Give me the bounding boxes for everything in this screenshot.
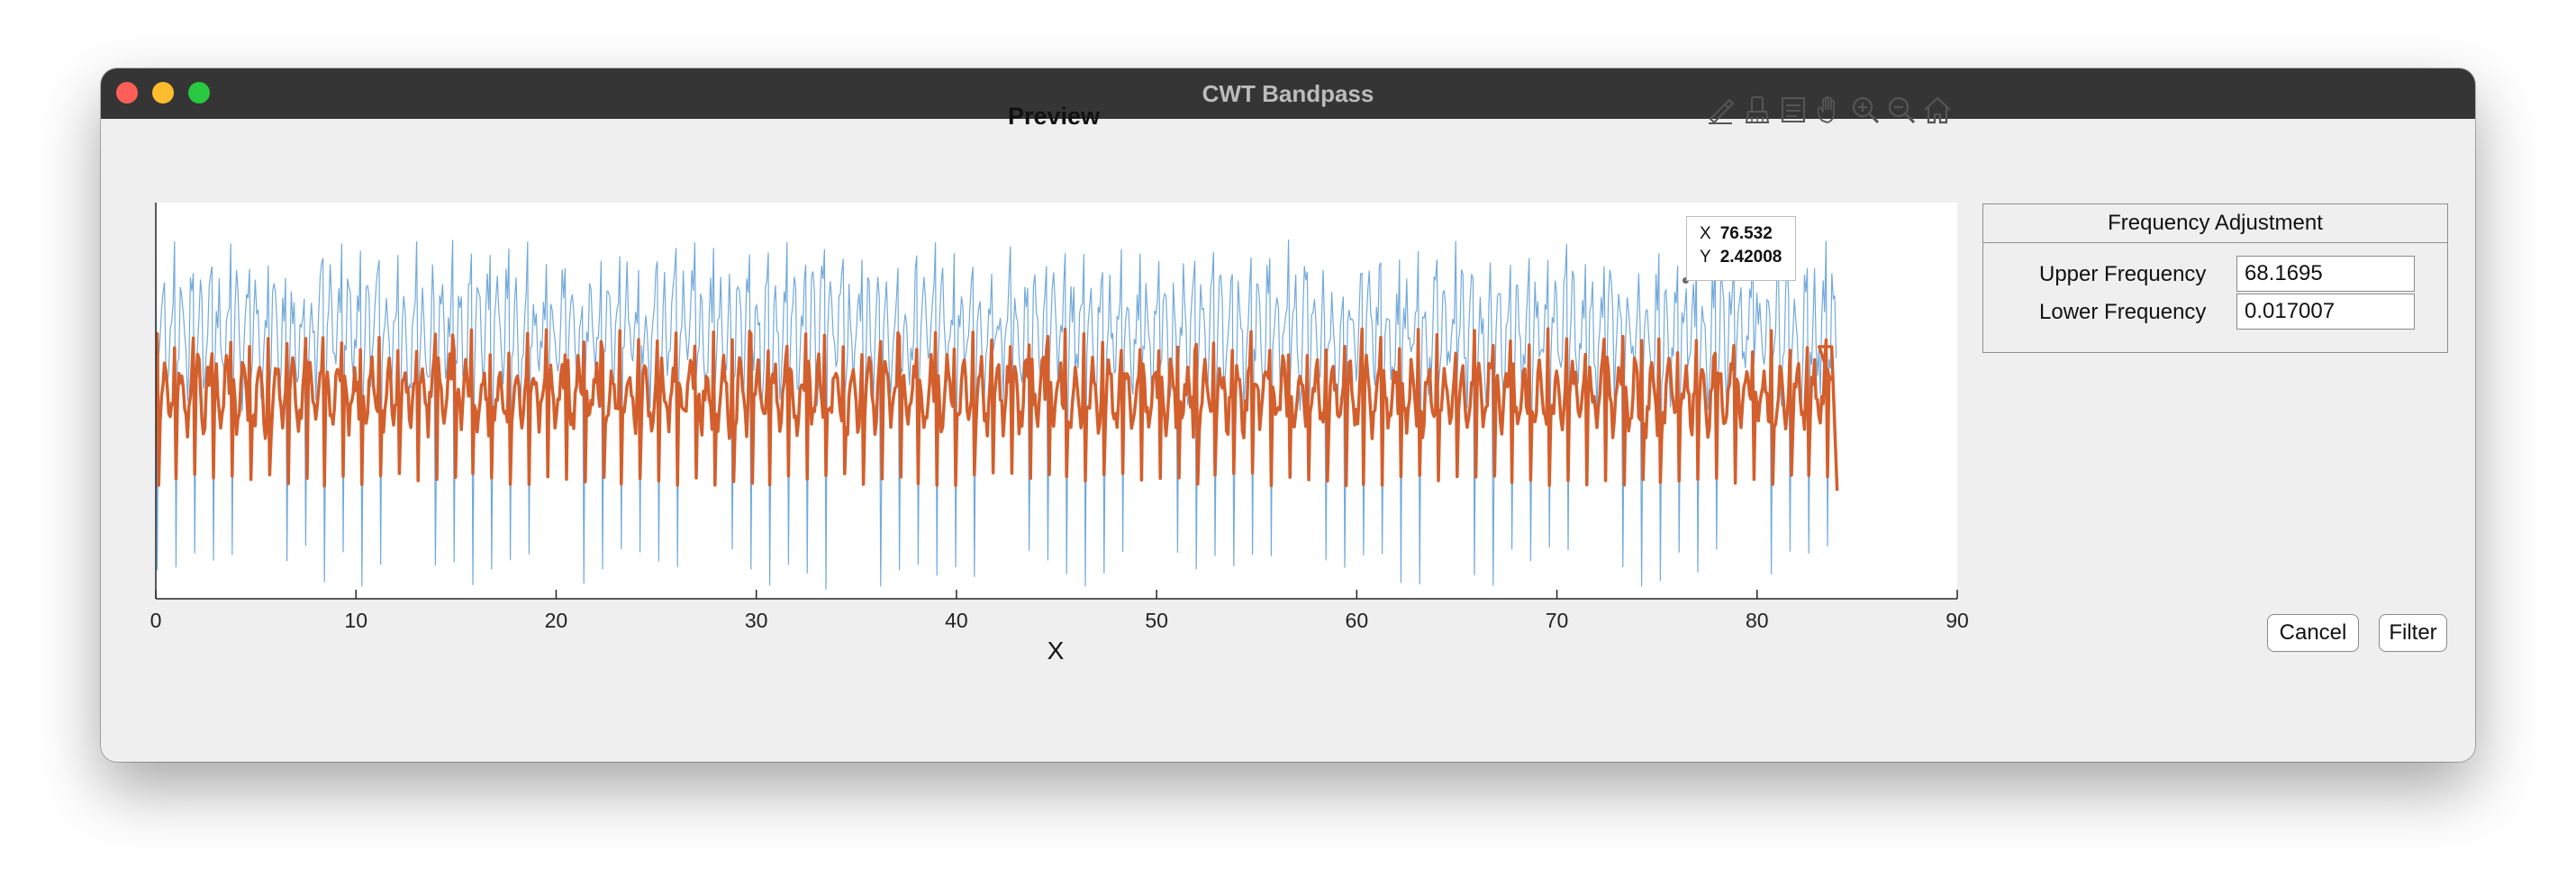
datatip-y-label: Y — [1700, 248, 1711, 267]
zoom-out-icon[interactable] — [1885, 94, 1918, 126]
x-tick-label: 60 — [1345, 609, 1369, 632]
x-tick-label: 80 — [1745, 609, 1769, 632]
lower-frequency-label: Lower Frequency — [2039, 300, 2207, 324]
raw-signal-line — [155, 239, 1837, 590]
datatip: X 76.532 Y 2.42008 — [1686, 216, 1796, 281]
filtered-signal-line — [154, 327, 1839, 492]
x-tick-label: 70 — [1545, 609, 1569, 632]
x-tick-label: 0 — [150, 609, 162, 632]
x-tick-label: 40 — [945, 609, 968, 632]
upper-frequency-input[interactable] — [2236, 256, 2415, 292]
zoom-in-icon[interactable] — [1849, 94, 1882, 126]
signal-plot[interactable] — [154, 203, 1957, 599]
raw-signal-series — [155, 239, 1837, 590]
filtered-signal-series — [154, 327, 1839, 492]
lower-frequency-input[interactable] — [2236, 294, 2415, 330]
plot-title: Preview — [1007, 103, 1101, 130]
x-tick-label: 30 — [744, 609, 768, 632]
datatip-y-value: 2.42008 — [1719, 248, 1782, 267]
datatip-x-label: X — [1700, 224, 1711, 243]
filter-button-label: Filter — [2389, 620, 2437, 645]
datatip-marker[interactable] — [1683, 277, 1689, 284]
upper-frequency-label: Upper Frequency — [2039, 262, 2207, 286]
x-tick-label: 50 — [1145, 609, 1168, 632]
cancel-button-label: Cancel — [2279, 620, 2347, 645]
data-tips-icon[interactable] — [1777, 94, 1810, 126]
frequency-adjustment-panel: Frequency Adjustment Upper Frequency Low… — [1982, 203, 2448, 353]
cancel-button[interactable]: Cancel — [2267, 614, 2359, 652]
title-bar: CWT Bandpass — [101, 68, 2475, 119]
plot-axes[interactable] — [154, 203, 1957, 599]
minimize-window-button[interactable] — [152, 82, 174, 104]
datatip-x-value: 76.532 — [1719, 224, 1773, 243]
window-title: CWT Bandpass — [1202, 80, 1374, 107]
home-icon[interactable] — [1921, 94, 1954, 126]
pan-hand-icon[interactable] — [1813, 94, 1846, 126]
x-tick-label: 10 — [344, 609, 368, 632]
eraser-icon[interactable] — [1741, 94, 1773, 126]
close-window-button[interactable] — [116, 82, 138, 104]
panel-title: Frequency Adjustment — [1983, 204, 2447, 243]
x-tick-label: 90 — [1946, 609, 1969, 632]
brush-icon[interactable] — [1705, 94, 1737, 126]
x-tick-label: 20 — [544, 609, 568, 632]
filter-button[interactable]: Filter — [2379, 614, 2447, 652]
zoom-window-button[interactable] — [188, 82, 210, 104]
x-axis-label: X — [1047, 637, 1065, 664]
